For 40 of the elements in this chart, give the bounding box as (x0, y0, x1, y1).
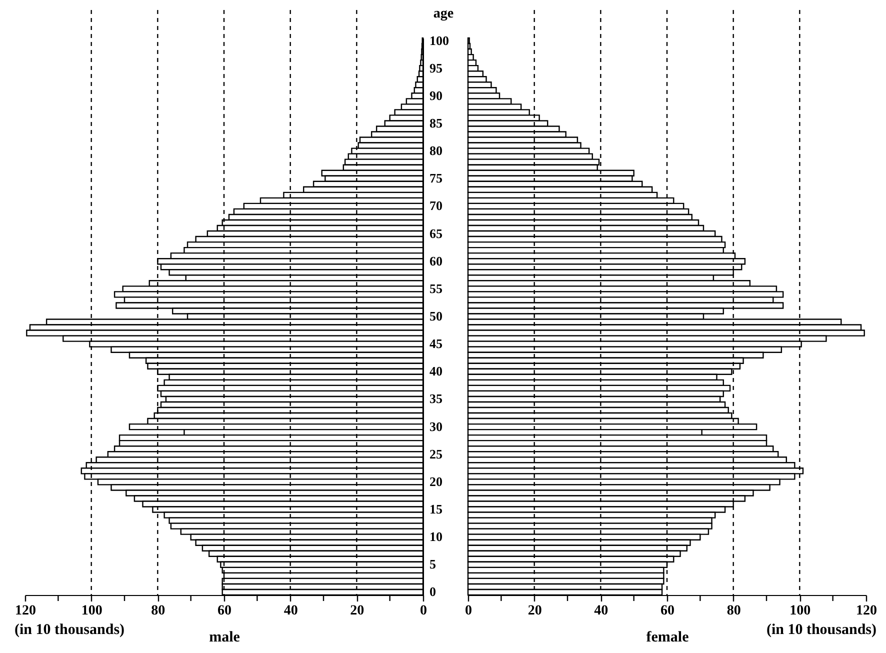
y-tick-label: 80 (430, 143, 442, 158)
y-tick-label: 100 (430, 32, 449, 48)
x-tick-label: 120 (15, 604, 36, 618)
x-tick-label: 40 (594, 604, 608, 618)
y-tick-label: 75 (430, 170, 443, 186)
y-tick-label: 15 (430, 502, 443, 517)
x-tick-label: 60 (218, 604, 232, 618)
x-tick-label: 0 (465, 604, 472, 618)
x-axis-title: male (209, 630, 240, 646)
y-tick-label: 30 (430, 418, 442, 434)
x-tick-label: 80 (151, 604, 166, 618)
x-tick-label: 100 (81, 604, 102, 618)
x-tick-label: 0 (420, 604, 427, 618)
y-tick-label: 65 (430, 226, 443, 241)
y-tick-label: 35 (430, 391, 443, 406)
x-tick-label: 80 (726, 604, 741, 618)
y-tick-label: 45 (430, 336, 443, 352)
y-tick-label: 90 (430, 88, 442, 103)
x-tick-label: 40 (284, 604, 298, 618)
x-tick-label: 20 (350, 604, 364, 618)
y-tick-label: 50 (430, 308, 442, 324)
y-tick-label: 5 (430, 556, 436, 572)
y-tick-label: 55 (430, 280, 443, 296)
y-tick-label: 25 (430, 446, 443, 462)
text: (in 10 thousands) (766, 622, 876, 638)
x-tick-label: 20 (528, 604, 542, 618)
x-tick-label: 60 (660, 604, 674, 618)
y-tick-label: 70 (430, 198, 442, 214)
y-tick-label: 0 (430, 584, 436, 600)
x-tick-label: 120 (856, 604, 877, 618)
x-axis-title: female (646, 630, 690, 646)
y-axis-title: age (433, 6, 454, 22)
text: (in 10 thousands) (14, 622, 125, 638)
y-tick-label: 60 (430, 253, 442, 268)
y-tick-label: 95 (430, 60, 443, 76)
y-tick-label: 10 (430, 529, 442, 544)
x-tick-label: 100 (790, 604, 811, 618)
y-tick-label: 85 (430, 115, 443, 130)
y-tick-label: 20 (430, 474, 442, 489)
y-tick-label: 40 (430, 364, 442, 379)
